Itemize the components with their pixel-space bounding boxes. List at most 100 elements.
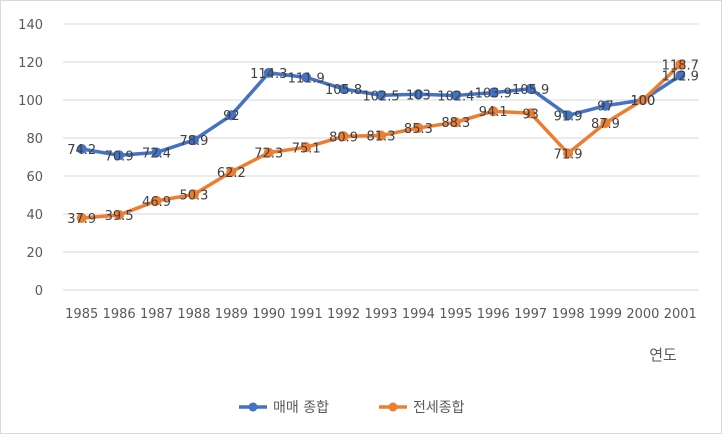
data-point (600, 100, 611, 111)
data-point (114, 150, 125, 161)
data-point (525, 83, 536, 94)
data-point (525, 108, 536, 119)
x-tick-label: 1994 (402, 307, 435, 322)
data-point (675, 70, 686, 81)
x-tick-label: 1990 (252, 307, 285, 322)
y-tick-label: 80 (26, 132, 43, 147)
x-tick-label: 1991 (290, 307, 323, 322)
data-label: 91.9 (554, 109, 583, 124)
y-tick-label: 120 (18, 56, 43, 71)
x-tick-label: 1996 (477, 307, 510, 322)
data-label: 100 (630, 94, 655, 109)
data-label: 105.8 (325, 83, 362, 98)
data-point (675, 59, 686, 70)
data-label: 72.3 (254, 147, 283, 162)
data-label: 46.9 (142, 195, 171, 210)
data-point (600, 117, 611, 128)
data-label: 71.9 (554, 147, 583, 162)
x-axis-ticks: 1985 1986 1987 1988 1989 1990 1991 1992 1993 1994… (65, 307, 697, 322)
data-point (76, 212, 87, 223)
data-label: 112.9 (662, 69, 699, 84)
data-label: 103.9 (475, 87, 512, 102)
data-label: 78.9 (179, 134, 208, 149)
data-point (188, 189, 199, 200)
x-tick-label: 1989 (215, 307, 248, 322)
data-point (413, 122, 424, 133)
data-label: 88.3 (441, 116, 470, 131)
data-label: 103 (406, 88, 431, 103)
x-tick-label: 1987 (140, 307, 173, 322)
data-label: 50.3 (179, 188, 208, 203)
data-label: 102.5 (362, 89, 399, 104)
y-tick-label: 20 (26, 246, 43, 261)
legend: 매매 종합 전세종합 (239, 400, 465, 416)
y-tick-label: 140 (18, 18, 43, 33)
series-lines (76, 59, 686, 223)
data-label: 118.7 (662, 58, 699, 73)
data-point (413, 89, 424, 100)
data-label: 102.4 (437, 89, 474, 104)
data-label: 85.3 (404, 122, 433, 137)
data-label: 37.9 (67, 212, 96, 227)
data-point (114, 209, 125, 220)
x-tick-label: 1995 (439, 307, 472, 322)
data-point (563, 110, 574, 121)
x-tick-label: 1986 (103, 307, 136, 322)
data-point (488, 106, 499, 117)
data-point (76, 144, 87, 155)
data-point (376, 90, 386, 101)
data-label: 93 (522, 107, 539, 122)
data-label: 100 (630, 94, 655, 109)
legend-label: 매매 종합 (273, 400, 329, 416)
legend-label: 전세종합 (413, 400, 465, 416)
data-label: 72.4 (142, 146, 171, 161)
data-point (301, 142, 312, 153)
data-point (450, 90, 461, 101)
data-label: 94.1 (479, 105, 508, 120)
data-point (301, 72, 312, 83)
data-point (151, 195, 162, 206)
data-point (376, 130, 386, 141)
x-tick-label: 1993 (364, 307, 397, 322)
x-tick-label: 2001 (664, 307, 697, 322)
data-label: 80.9 (329, 130, 358, 145)
data-point (226, 110, 237, 121)
data-point (563, 148, 574, 159)
data-label: 92 (223, 109, 240, 124)
data-label: 111.9 (288, 71, 325, 86)
y-tick-label: 100 (18, 94, 43, 109)
data-label: 70.9 (105, 149, 134, 164)
data-point (151, 147, 162, 158)
legend-swatch-marker (248, 402, 258, 412)
data-label: 81.3 (367, 130, 396, 145)
x-tick-label: 1992 (327, 307, 360, 322)
x-tick-label: 2000 (626, 307, 659, 322)
data-point (450, 117, 461, 128)
data-label: 74.2 (67, 143, 96, 158)
x-axis-title: 연도 (649, 346, 677, 364)
data-point (263, 147, 274, 158)
data-label: 75.1 (292, 141, 321, 156)
data-point (338, 83, 349, 94)
y-tick-label: 60 (26, 170, 43, 185)
data-label: 39.5 (105, 209, 134, 224)
x-tick-label: 1998 (552, 307, 585, 322)
data-label: 97 (597, 100, 614, 115)
x-tick-label: 1985 (65, 307, 98, 322)
data-point (637, 95, 648, 105)
data-point (263, 67, 274, 78)
x-tick-label: 1997 (514, 307, 547, 322)
data-label: 87.9 (591, 117, 620, 132)
data-point (226, 166, 237, 177)
data-label: 114.3 (250, 67, 287, 82)
data-label: 62.2 (217, 166, 246, 181)
data-point (338, 131, 349, 142)
data-point (188, 135, 199, 146)
data-point (488, 87, 499, 98)
data-label: 105.9 (512, 83, 549, 98)
y-tick-label: 0 (35, 284, 43, 299)
x-tick-label: 1988 (177, 307, 210, 322)
